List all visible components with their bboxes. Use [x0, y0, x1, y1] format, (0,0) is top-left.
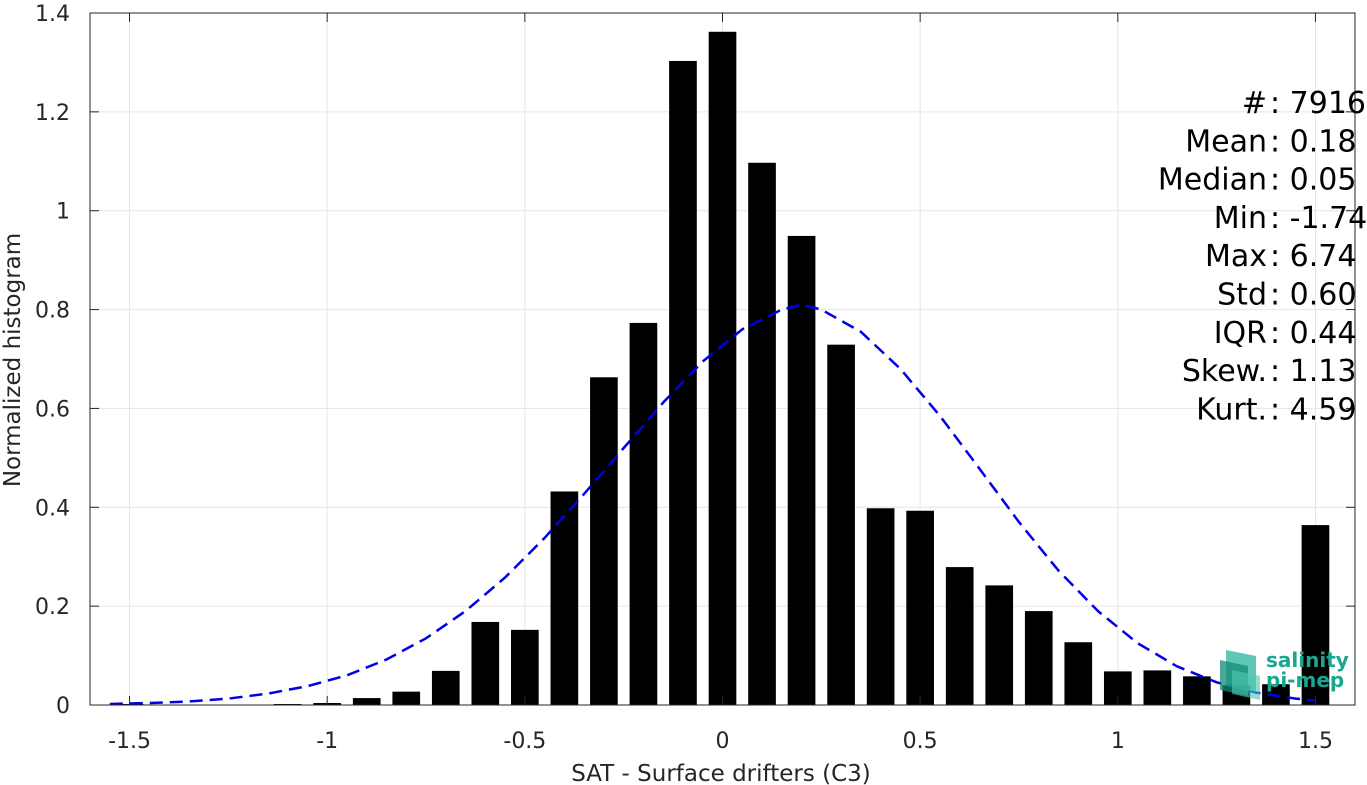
y-axis-ticks: 0 0.2 0.4 0.6 0.8 1 1.2 1.4 — [35, 2, 1355, 719]
y-tick-label: 0.2 — [35, 595, 70, 620]
logo-text-line2: pi-mep — [1266, 668, 1344, 692]
histogram-bar — [511, 629, 539, 705]
y-tick-label: 0 — [56, 694, 70, 719]
y-axis-title: Normalized histogram — [0, 233, 26, 487]
x-tick-label: 1.5 — [1298, 729, 1333, 754]
x-tick-label: 1 — [1111, 729, 1125, 754]
y-tick-label: 0.6 — [35, 397, 70, 422]
stat-value: : 4.59 — [1270, 392, 1356, 427]
y-tick-label: 0.4 — [35, 496, 70, 521]
histogram-bar — [748, 162, 776, 706]
stat-value: : 0.60 — [1270, 278, 1356, 313]
salinity-pi-mep-logo: salinity pi-mep — [1220, 648, 1349, 700]
histogram-bar — [550, 491, 579, 705]
logo-text-line1: salinity — [1266, 648, 1349, 672]
y-tick-label: 1.4 — [35, 2, 70, 27]
x-tick-label: -1 — [316, 729, 338, 754]
stat-label: # — [1242, 86, 1267, 121]
histogram-bar — [352, 698, 381, 705]
stat-label: Max — [1205, 239, 1267, 274]
histogram-bar — [590, 377, 618, 705]
stat-label: Median — [1158, 163, 1267, 198]
x-axis-title: SAT - Surface drifters (C3) — [571, 761, 871, 785]
histogram-bar — [471, 621, 500, 705]
stat-label: Min — [1214, 201, 1267, 236]
x-tick-label: 0 — [716, 729, 730, 754]
histogram-bar — [1143, 670, 1172, 705]
stat-value: : 7916 events — [1270, 86, 1367, 121]
stat-label: Skew. — [1182, 354, 1267, 389]
histogram-bar — [629, 322, 658, 705]
histogram-bar — [392, 691, 421, 705]
histogram-bar — [431, 670, 460, 705]
stat-value: : 1.13 — [1270, 354, 1356, 389]
histogram-bar — [985, 585, 1014, 705]
histogram-bar — [708, 31, 737, 706]
histogram-bar — [787, 235, 816, 705]
stat-value: : 0.05 — [1270, 163, 1356, 198]
histogram-bar — [866, 508, 895, 705]
stat-value: : 6.74 — [1270, 239, 1356, 274]
stat-label: IQR — [1214, 316, 1267, 351]
histogram-bar — [906, 510, 934, 705]
stat-value: : 0.44 — [1270, 316, 1356, 351]
y-tick-label: 0.8 — [35, 299, 70, 324]
x-tick-label: 0.5 — [903, 729, 938, 754]
stat-label: Std — [1217, 278, 1267, 313]
x-axis-ticks: -1.5 -1 -0.5 0 0.5 1 1.5 — [108, 13, 1333, 754]
histogram-bar — [827, 344, 855, 705]
stat-label: Mean — [1185, 124, 1267, 159]
logo-emblem-icon — [1220, 650, 1260, 700]
histogram-bar — [1301, 525, 1330, 705]
y-tick-label: 1.2 — [35, 101, 70, 126]
stat-label: Kurt. — [1196, 392, 1267, 427]
stat-value: : -1.74 — [1270, 201, 1367, 236]
gaussian-fit-line — [109, 303, 1316, 706]
x-tick-label: -0.5 — [503, 729, 546, 754]
x-tick-label: -1.5 — [108, 729, 151, 754]
histogram-bar — [1183, 676, 1211, 705]
histogram-bar — [1024, 611, 1053, 705]
histogram-bar — [1064, 642, 1093, 705]
histogram-bars — [115, 31, 1330, 706]
stat-value: : 0.18 — [1270, 124, 1356, 159]
y-tick-label: 1 — [56, 200, 70, 225]
histogram-bar — [945, 567, 974, 705]
